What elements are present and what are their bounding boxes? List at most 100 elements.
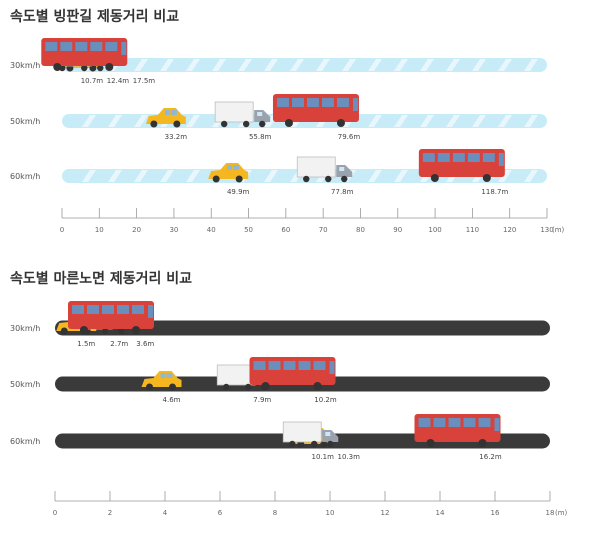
x-axis: 0 10 20 30 40 50 60 70 80 90 100 110 120 130(m) <box>60 208 565 234</box>
ice-streak <box>264 59 278 71</box>
ice-streak <box>446 59 460 71</box>
bus-wheel <box>132 326 140 334</box>
bus-window <box>117 305 129 314</box>
bus-wheel <box>53 63 62 71</box>
bus-window <box>452 153 465 162</box>
value-label: 10.1m <box>312 453 335 461</box>
tick-label: 10 <box>326 509 335 517</box>
truck-wheel <box>341 175 348 183</box>
ice-streak <box>550 170 564 182</box>
truck-wheel <box>245 383 252 391</box>
value-label: 77.8m <box>331 188 354 196</box>
bus-wheel <box>313 382 322 390</box>
bus-window <box>482 153 495 162</box>
unit-label: (m) <box>552 226 565 234</box>
value-label: 7.9m <box>253 396 271 404</box>
bus-wheel <box>426 439 435 447</box>
value-label: 118.7m <box>481 188 508 196</box>
car-wheel <box>146 383 153 391</box>
car-wheel <box>173 120 181 128</box>
chart-title: 속도별 마른노면 제동거리 비교 <box>10 270 192 287</box>
bus-wheel <box>478 439 487 447</box>
ice-streak <box>160 170 174 182</box>
ice-streak <box>264 170 278 182</box>
ice-streak <box>82 115 96 127</box>
ice-streak <box>524 59 538 71</box>
ice-streak <box>186 59 200 71</box>
tick-label: 2 <box>108 509 112 517</box>
truck-wheel <box>303 175 310 183</box>
ice-streak <box>160 59 174 71</box>
ice-streak <box>316 59 330 71</box>
bus-windshield <box>329 361 335 374</box>
ice-streak <box>238 59 252 71</box>
car-wheel <box>320 440 328 448</box>
bus-window <box>291 98 304 107</box>
car-mark <box>141 371 182 391</box>
bus-wheel <box>482 174 491 182</box>
bus-window <box>102 305 114 314</box>
truck-wheel <box>81 64 88 72</box>
value-label: 49.9m <box>227 188 250 196</box>
speed-label: 30km/h <box>10 61 40 70</box>
value-label: 12.4m <box>107 77 130 85</box>
speed-label: 60km/h <box>10 437 40 446</box>
ice-streak <box>472 115 486 127</box>
car-window <box>160 373 166 378</box>
truck-wheel <box>220 120 228 128</box>
ice-streak <box>368 115 382 127</box>
ice-streak <box>82 170 96 182</box>
bus-window <box>283 361 296 370</box>
truck-window <box>339 167 345 171</box>
ice-streak <box>342 59 356 71</box>
ice-streak <box>524 115 538 127</box>
value-label: 10.7m <box>81 77 104 85</box>
ice-streak <box>134 115 148 127</box>
tick-label: 20 <box>132 226 141 234</box>
bus-mark <box>272 94 359 127</box>
bus-mark <box>414 414 501 447</box>
car-mark <box>208 163 249 183</box>
truck-mark <box>214 101 271 128</box>
bus-window <box>253 361 266 370</box>
bus-window <box>437 153 450 162</box>
ice-streak <box>576 115 590 127</box>
bus-window <box>75 42 88 51</box>
ice-streak <box>134 170 148 182</box>
bus-window <box>105 42 118 51</box>
bus-mark <box>41 38 128 71</box>
x-axis: 0 2 4 6 8 10 12 14 16 18 (m) <box>53 491 568 517</box>
ice-streak <box>108 170 122 182</box>
truck-window <box>257 112 263 116</box>
ice-streak <box>472 59 486 71</box>
speed-label: 50km/h <box>10 380 40 389</box>
row-3: 60km/h 10.1m 10.3m 16.2m <box>10 414 550 461</box>
truck-wheel <box>97 64 104 72</box>
ice-streak <box>576 170 590 182</box>
truck-box <box>282 421 322 443</box>
truck-box <box>296 156 336 178</box>
speed-label: 60km/h <box>10 172 40 181</box>
value-label: 2.7m <box>110 340 128 348</box>
tick-label: 18 <box>546 509 555 517</box>
ice-streak <box>186 115 200 127</box>
truck-wheel <box>102 327 109 335</box>
bus-window <box>448 418 461 427</box>
bus-windshield <box>494 418 500 431</box>
tick-label: 6 <box>218 509 223 517</box>
row-1: 30km/h 1.5m 2.7m 3.6m <box>10 301 550 348</box>
value-label: 10.2m <box>314 396 337 404</box>
bus-window <box>132 305 144 314</box>
row-1: 30km/h 10.7m 12.4m 17.5m <box>10 38 590 85</box>
row-2: 50km/h 33.2m 55.8m 79.6m <box>10 94 590 141</box>
truck-wheel <box>118 327 125 335</box>
ice-streak <box>420 115 434 127</box>
truck-wheel <box>242 120 250 128</box>
bus-wheel <box>261 382 270 390</box>
ice-streak <box>186 170 200 182</box>
bus-window <box>467 153 480 162</box>
tick-label: 50 <box>244 226 253 234</box>
truck-mark <box>296 156 353 183</box>
bus-mark <box>418 149 505 182</box>
bus-windshield <box>498 153 504 166</box>
